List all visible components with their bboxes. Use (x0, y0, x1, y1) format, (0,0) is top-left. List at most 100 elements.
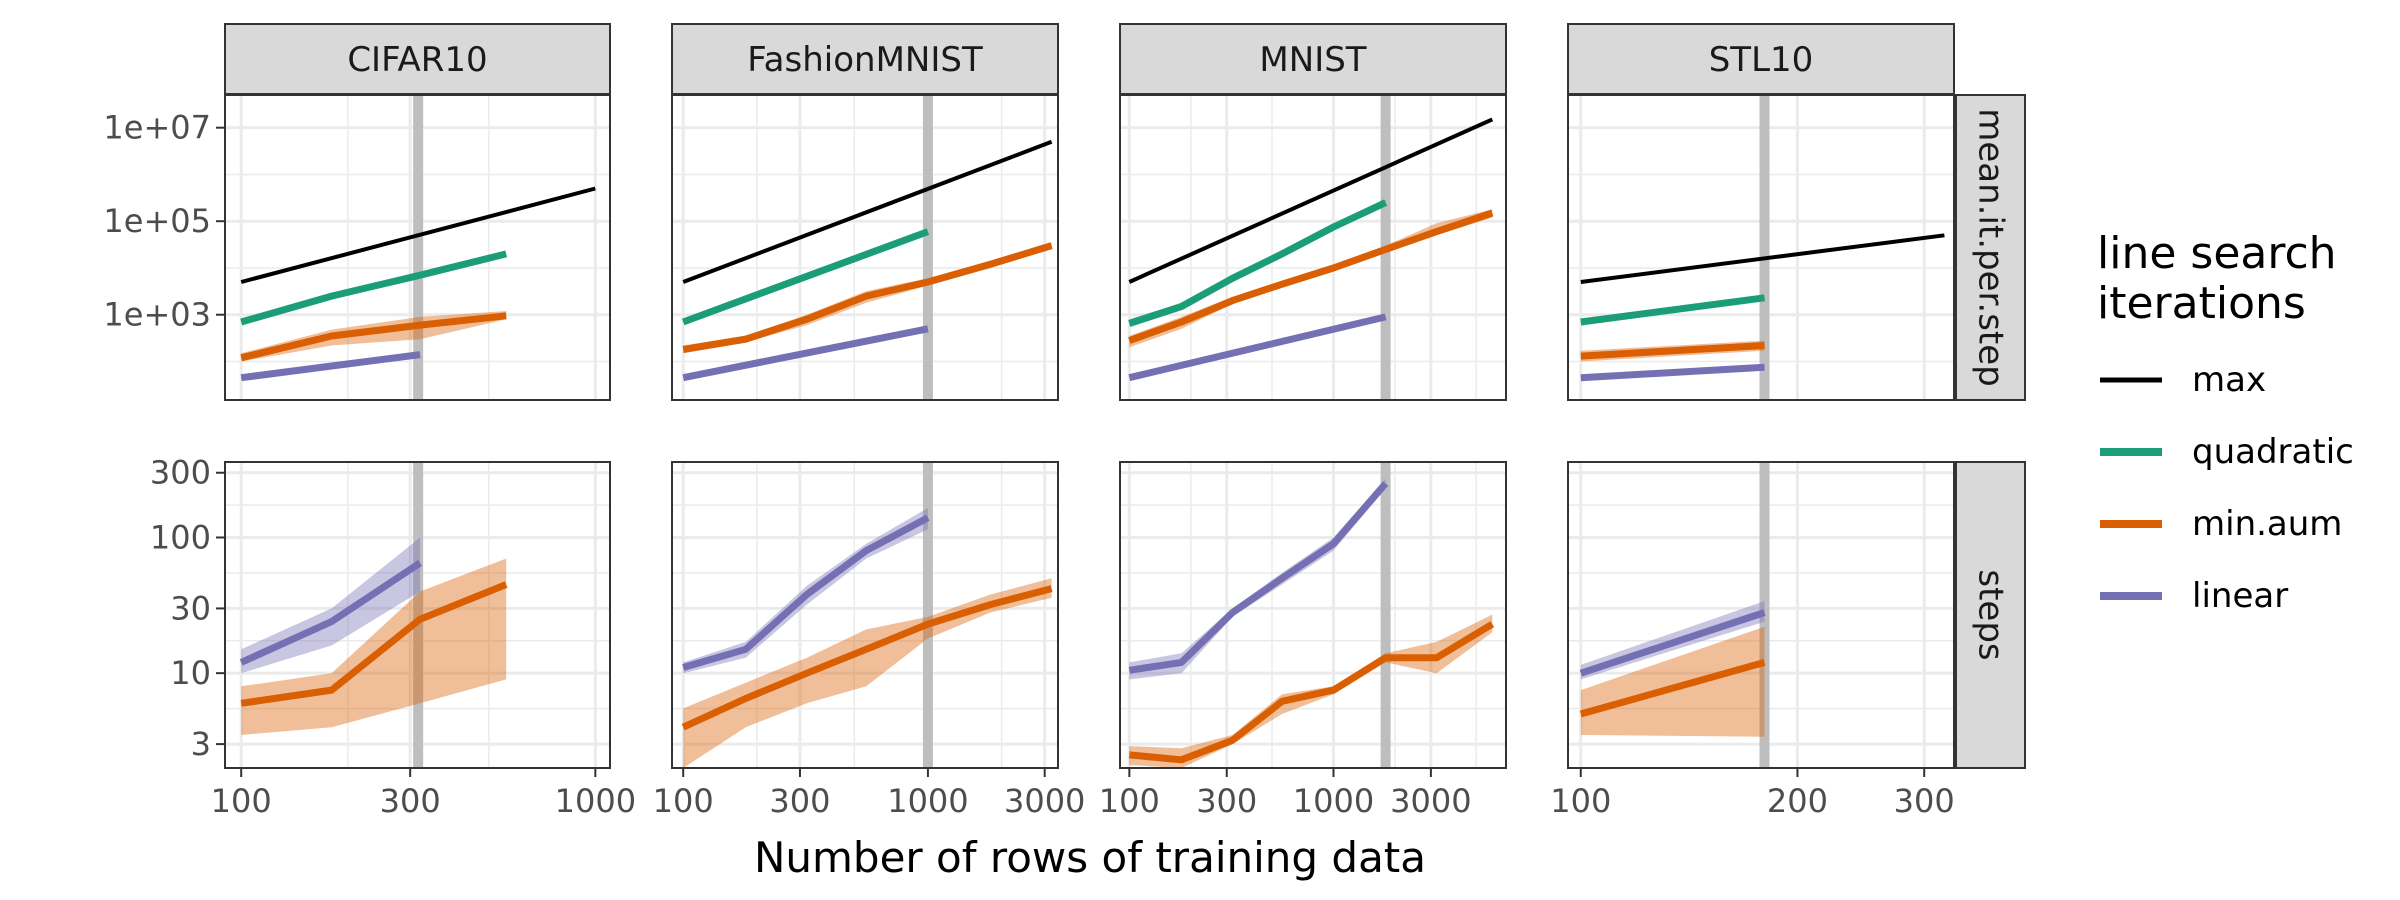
legend-label-max: max (2192, 360, 2266, 400)
panel-border (671, 461, 1059, 769)
line-quadratic (240, 250, 508, 326)
line-quadratic (1580, 294, 1765, 326)
panel-mnist-mean-it-per-step (1119, 94, 1507, 401)
line-linear (1580, 363, 1765, 382)
ribbon-min-aum (1129, 614, 1493, 768)
series-layer (1128, 479, 1495, 768)
series-layer (681, 139, 1053, 382)
line-max (240, 186, 596, 284)
panel-background (1120, 95, 1506, 400)
panel-border (224, 94, 611, 401)
x-tick-label: 1000 (1293, 782, 1374, 820)
x-tick-label: 100 (1099, 782, 1160, 820)
x-tick-label: 3000 (1390, 782, 1471, 820)
legend-title-line: iterations (2097, 278, 2306, 329)
series-layer (239, 537, 508, 735)
facet-strip-steps (1955, 461, 2026, 769)
legend-label-min-aum: min.aum (2192, 504, 2342, 544)
panel-border (1567, 94, 1955, 401)
line-min-aum (1579, 659, 1766, 718)
x-tick-label: 300 (769, 782, 830, 820)
panel-border (224, 461, 611, 769)
x-tick-label: 100 (211, 782, 272, 820)
line-min-aum (682, 242, 1053, 353)
y-tick-label: 3 (191, 725, 211, 763)
x-tick-label: 300 (380, 782, 441, 820)
series-layer (240, 186, 596, 382)
line-linear (239, 559, 423, 666)
panel-border (1567, 461, 1955, 769)
series-layer (681, 508, 1053, 768)
panel-background (672, 95, 1058, 400)
line-linear (240, 351, 421, 382)
panel-border (671, 94, 1059, 401)
facet-strip-mean-it-per-step (1955, 94, 2026, 401)
panel-cifar10-steps: 3 10 30 100 300 100 300 1000 (150, 454, 636, 820)
y-tick-label: 300 (150, 454, 211, 492)
line-max (1580, 233, 1945, 284)
line-linear (1128, 313, 1387, 382)
x-tick-label: 100 (653, 782, 714, 820)
x-tick-label: 300 (1196, 782, 1257, 820)
line-max (1128, 117, 1494, 284)
panels-layer: CIFAR10 FashionMNIST MNIST STL10 mean.it.per… (103, 23, 2026, 820)
x-tick-label: 1000 (887, 782, 968, 820)
ribbon-min-aum (1580, 626, 1765, 737)
line-linear (682, 325, 929, 382)
line-min-aum (681, 585, 1053, 731)
facet-strip-stl10 (1567, 23, 1955, 95)
facet-label-stl10: STL10 (1709, 40, 1814, 80)
panel-stl10-steps: 100 200 300 (1550, 461, 1955, 820)
y-tick-label: 10 (170, 654, 211, 692)
line-quadratic (1128, 199, 1388, 327)
ribbon-min-aum (683, 578, 1052, 768)
y-tick-label: 1e+07 (103, 109, 211, 147)
y-tick-label: 1e+05 (103, 202, 211, 240)
facet-strip-mnist (1119, 23, 1507, 95)
legend-title-line: line search (2097, 228, 2337, 279)
legend-label-linear: linear (2192, 576, 2288, 616)
panel-fashionmnist-mean-it-per-step (671, 94, 1059, 401)
panel-border (1119, 94, 1507, 401)
x-tick-label: 1000 (555, 782, 636, 820)
x-tick-label: 100 (1550, 782, 1611, 820)
x-tick-label: 300 (1894, 782, 1955, 820)
x-axis-title: Number of rows of training data (754, 833, 1426, 882)
panel-border (1119, 461, 1507, 769)
line-min-aum (1128, 209, 1494, 344)
line-min-aum (1580, 342, 1765, 360)
line-linear (1579, 609, 1766, 677)
facet-strip-cifar10 (224, 23, 611, 95)
facet-strip-fashionmnist (671, 23, 1059, 95)
series-layer (1580, 233, 1945, 382)
line-min-aum (240, 312, 507, 362)
series-layer (1128, 117, 1494, 382)
line-linear (1128, 481, 1389, 674)
line-min-aum (240, 581, 508, 707)
facet-label-cifar10: CIFAR10 (347, 40, 487, 80)
panel-background (672, 462, 1058, 768)
panel-background (1120, 462, 1506, 768)
ribbon-linear (1129, 479, 1386, 680)
panel-fashionmnist-steps: 100 300 1000 3000 (653, 461, 1085, 820)
y-tick-label: 1e+03 (103, 296, 211, 334)
y-tick-label: 30 (170, 589, 211, 627)
line-linear (682, 514, 930, 671)
line-quadratic (681, 228, 930, 326)
panel-stl10-mean-it-per-step (1567, 94, 1955, 401)
y-tick-label: 100 (150, 518, 211, 556)
series-layer (1579, 601, 1766, 737)
x-tick-label: 3000 (1004, 782, 1085, 820)
x-tick-label: 200 (1767, 782, 1828, 820)
facet-label-mnist: MNIST (1259, 40, 1366, 80)
panel-mnist-steps: 100 300 1000 3000 (1099, 461, 1507, 820)
panel-cifar10-mean-it-per-step: 1e+03 1e+05 1e+07 (103, 94, 611, 401)
facet-label-mean-it-per-step: mean.it.per.step (1971, 108, 2011, 387)
line-max (682, 139, 1053, 284)
legend-label-quadratic: quadratic (2192, 432, 2354, 472)
facet-label-steps: steps (1971, 569, 2011, 660)
line-min-aum (1128, 621, 1495, 764)
facet-label-fashionmnist: FashionMNIST (747, 40, 983, 80)
